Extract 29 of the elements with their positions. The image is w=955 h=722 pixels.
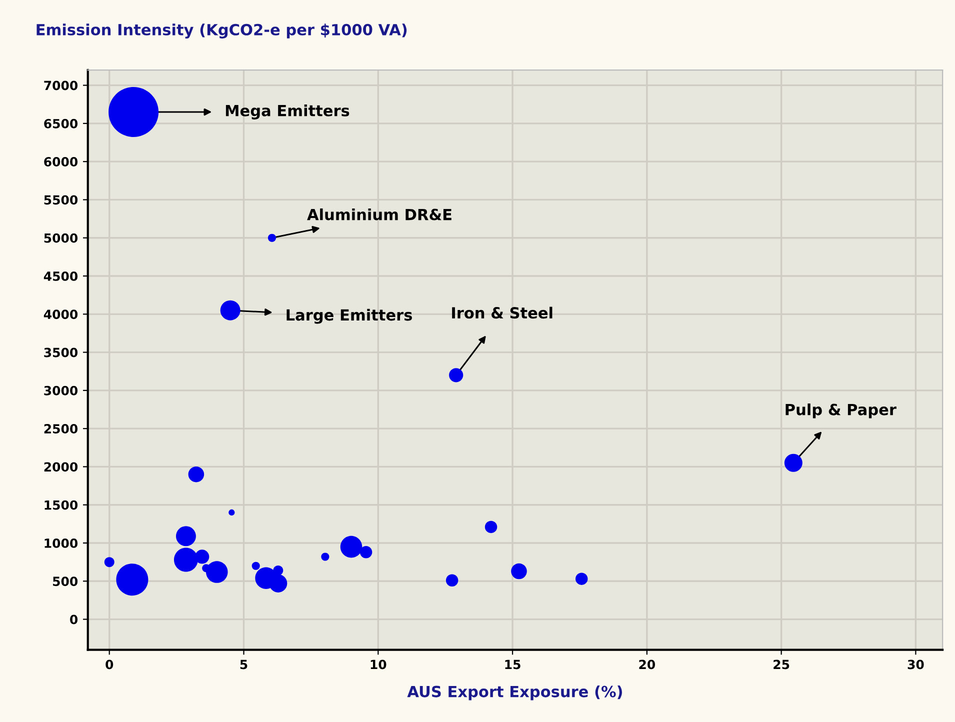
y-tick-label: 4000 bbox=[44, 310, 78, 320]
annotation: Iron & Steel bbox=[452, 306, 552, 319]
y-tick-label: 500 bbox=[53, 576, 78, 586]
y-tick-label: 6000 bbox=[44, 157, 78, 167]
x-tick-label: 10 bbox=[370, 660, 386, 670]
y-tick-label: 1000 bbox=[44, 538, 78, 548]
annotation: Mega Emitters bbox=[226, 104, 350, 120]
annotation: Large Emitters bbox=[286, 308, 412, 324]
y-tick-label: 3500 bbox=[44, 348, 78, 358]
y-tick-label: 1500 bbox=[44, 500, 78, 510]
x-tick-label: 5 bbox=[240, 660, 248, 670]
y-tick-label: 7000 bbox=[44, 80, 78, 90]
x-tick-label: 15 bbox=[505, 660, 520, 670]
x-tick-label: 20 bbox=[639, 660, 656, 670]
annotation: Aluminium DR&E bbox=[307, 208, 452, 220]
x-axis-title: AUS Export Exposure (%) bbox=[407, 686, 622, 700]
y-tick-label: 5500 bbox=[44, 195, 78, 205]
y-axis-title: Emission Intensity (KgCO2-e per $1000 VA) bbox=[36, 24, 407, 38]
y-tick-label: 5000 bbox=[44, 233, 78, 243]
y-tick-label: 2500 bbox=[44, 424, 78, 434]
y-tick-label: 2000 bbox=[44, 462, 78, 472]
annotation: Pulp & Paper bbox=[786, 404, 896, 418]
y-tick-label: 0 bbox=[70, 614, 78, 624]
y-tick-label: 6500 bbox=[44, 118, 78, 128]
x-tick-label: 30 bbox=[908, 660, 924, 670]
x-tick-label: 0 bbox=[106, 660, 114, 670]
y-tick-label: 4500 bbox=[44, 271, 78, 281]
y-tick-label: 3000 bbox=[44, 386, 78, 396]
x-tick-label: 25 bbox=[774, 660, 790, 670]
